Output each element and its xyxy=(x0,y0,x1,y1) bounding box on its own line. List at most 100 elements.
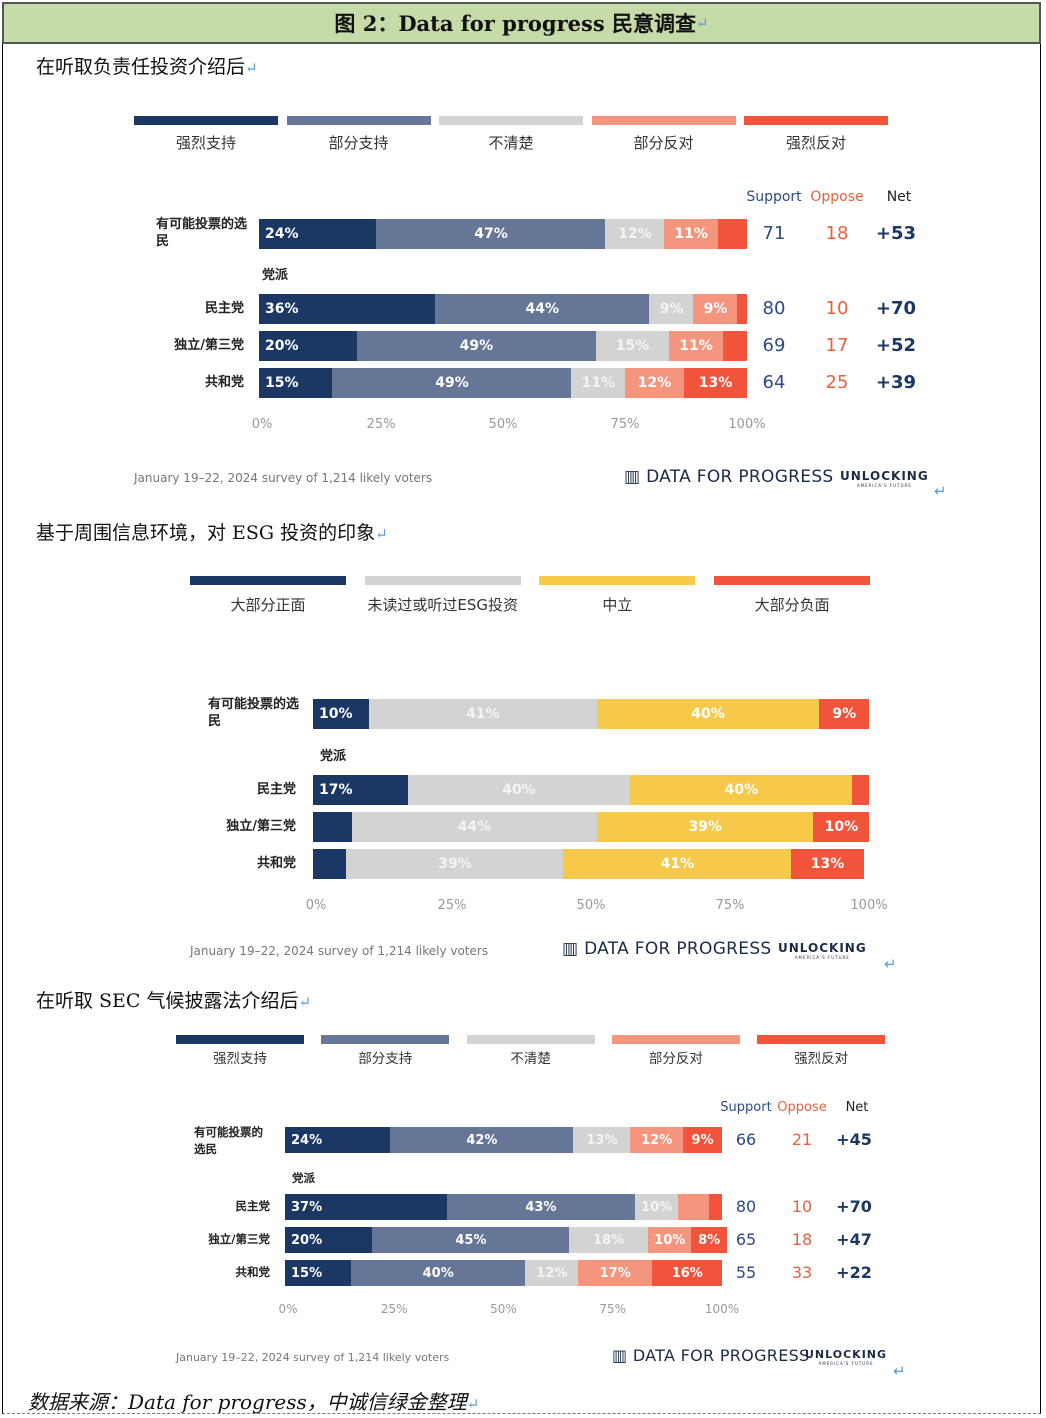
chart1-legend-swatch-5 xyxy=(744,116,888,125)
chart1-legend-label-2: 部分支持 xyxy=(328,134,389,152)
chart3-legend-swatch-2 xyxy=(321,1035,450,1044)
chart1-bar-row4-seg4: 12% xyxy=(625,368,685,398)
chart1-bar-row3-seg2: 49% xyxy=(356,331,597,361)
chart1-row-label-2: 民主党 xyxy=(204,301,244,316)
chart3-brand: ▥ DATA FOR PROGRESS xyxy=(612,1346,810,1365)
chart1-row3-support: 69 xyxy=(762,335,786,356)
chart3-bar-row1-seg3: 13% xyxy=(573,1127,631,1153)
chart2-bar-row2-seg1: 17% xyxy=(313,775,409,805)
chart3-row2-net: +70 xyxy=(836,1197,872,1216)
chart3-legend-swatch-3 xyxy=(466,1035,595,1044)
chart3-bar-row4-seg4: 17% xyxy=(577,1260,653,1286)
figure-header: 图 2：Data for progress 民意调查 ↵ xyxy=(2,2,1041,44)
chart2-bar-row3-seg2: 44% xyxy=(351,812,598,842)
chart1-legend-swatch-3 xyxy=(439,116,583,125)
chart1-logo: UNLOCKING AMERICA'S FUTURE xyxy=(840,469,929,488)
chart3-bar-row3-seg1: 20% xyxy=(285,1227,373,1253)
chart1-row3-net: +52 xyxy=(875,335,917,356)
brand-text: DATA FOR PROGRESS xyxy=(632,1346,810,1365)
chart1-row1-net: +53 xyxy=(875,223,917,244)
chart3-bar-row3-seg2: 45% xyxy=(372,1227,570,1253)
chart3-return-mark: ↵ xyxy=(893,1362,906,1380)
chart2-bar-row1-seg4: 9% xyxy=(818,699,870,729)
chart2-bar-row1-seg3: 40% xyxy=(596,699,820,729)
chart1-x-tick-4: 75% xyxy=(610,417,640,432)
chart2-title: 基于周围信息环境，对 ESG 投资的印象↵ xyxy=(36,522,388,544)
logo-subtitle: AMERICA'S FUTURE xyxy=(794,955,850,960)
chart1-bar-row2-seg5 xyxy=(737,294,748,324)
chart1-x-tick-3: 50% xyxy=(488,417,518,432)
chart2-legend-swatch-4 xyxy=(714,576,871,585)
chart3-bar-row2-seg1: 37% xyxy=(285,1194,448,1220)
chart1-row2-net: +70 xyxy=(875,298,917,319)
chart3-row4-support: 55 xyxy=(735,1263,757,1282)
chart3-legend-label-3: 不清楚 xyxy=(510,1051,551,1067)
chart3-bar-row1-seg1: 24% xyxy=(285,1127,391,1153)
chart2-legend-swatch-2 xyxy=(364,576,521,585)
return-mark: ↵ xyxy=(245,59,258,77)
chart2-bar-row4-seg1 xyxy=(313,849,347,879)
chart1-legend-swatch-2 xyxy=(286,116,431,125)
chart3-bar-row2-seg4 xyxy=(678,1194,710,1220)
chart1-bar-row4-seg2: 49% xyxy=(332,368,572,398)
chart3-row1-support: 66 xyxy=(735,1130,757,1149)
bar-chart-icon: ▥ xyxy=(612,1346,633,1365)
chart1-group-label: 党派 xyxy=(262,268,289,283)
chart1-bar-row3-seg3: 15% xyxy=(595,331,670,361)
chart1-x-tick-5: 100% xyxy=(728,417,766,432)
return-mark: ↵ xyxy=(696,14,709,32)
chart2-row-label-4: 共和党 xyxy=(256,856,296,871)
source-footer: 数据来源：Data for progress，中诚信绿金整理↵ xyxy=(28,1386,479,1415)
chart3-row1-net: +45 xyxy=(836,1130,872,1149)
chart3-row3-oppose: 18 xyxy=(791,1230,813,1249)
chart3-bar-row1-seg5: 9% xyxy=(682,1127,723,1153)
return-mark: ↵ xyxy=(298,993,312,1011)
chart2-logo: UNLOCKING AMERICA'S FUTURE xyxy=(778,941,867,960)
chart3-bar-row4-seg2: 40% xyxy=(350,1260,526,1286)
chart3-bar-row1-seg4: 12% xyxy=(630,1127,684,1153)
chart3-legend-swatch-1 xyxy=(176,1035,304,1044)
chart3-legend-label-1: 强烈支持 xyxy=(213,1051,267,1067)
chart2-bar-row4-seg4: 13% xyxy=(791,849,864,879)
chart3-row3-support: 65 xyxy=(735,1230,757,1249)
chart2-survey-note: January 19–22, 2024 survey of 1,214 like… xyxy=(190,944,489,958)
chart2-legend-label-2: 未读过或听过ESG投资 xyxy=(367,596,518,614)
chart3-legend-label-5: 强烈反对 xyxy=(794,1051,849,1067)
brand-text: DATA FOR PROGRESS xyxy=(646,467,834,487)
chart2-bar-row3-seg3: 39% xyxy=(596,812,814,842)
chart3-group-label: 党派 xyxy=(292,1171,315,1185)
chart1-x-tick-2: 25% xyxy=(366,417,396,432)
source-text: 数据来源：Data for progress，中诚信绿金整理 xyxy=(28,1390,467,1414)
chart2-legend-label-1: 大部分正面 xyxy=(230,596,306,614)
chart3-logo: UNLOCKING AMERICA'S FUTURE xyxy=(805,1348,888,1366)
chart1-row1-support: 71 xyxy=(762,223,786,244)
chart3-row-label-1: 有可能投票的选民 xyxy=(194,1125,263,1156)
chart1-bar-row2-seg2: 44% xyxy=(434,294,650,324)
chart3-x-tick-4: 75% xyxy=(599,1302,627,1316)
chart2-bar-row2-seg4 xyxy=(852,775,870,805)
chart1-brand: ▥ DATA FOR PROGRESS xyxy=(624,467,834,487)
chart1-legend-label-4: 部分反对 xyxy=(633,134,694,152)
chart1-bar-row4-seg5: 13% xyxy=(683,368,748,398)
chart3-row-label-2: 民主党 xyxy=(235,1199,271,1213)
chart3-col-header-oppose: Oppose xyxy=(777,1100,827,1115)
chart2-brand: ▥ DATA FOR PROGRESS xyxy=(562,939,772,959)
chart2-bar-row1-seg1: 10% xyxy=(313,699,370,729)
chart1-bar-row4-seg3: 11% xyxy=(571,368,626,398)
chart1-legend-label-1: 强烈支持 xyxy=(175,134,236,152)
chart1-row4-support: 64 xyxy=(762,372,786,393)
chart1-row-label-3: 独立/第三党 xyxy=(174,338,244,353)
chart2-bar-row1-seg2: 41% xyxy=(368,699,598,729)
logo-subtitle: AMERICA'S FUTURE xyxy=(856,483,912,488)
chart3-row4-net: +22 xyxy=(836,1263,872,1282)
chart2-bar-row2-seg2: 40% xyxy=(407,775,631,805)
chart1-row2-support: 80 xyxy=(762,298,786,319)
chart1-bar-row1-seg3: 12% xyxy=(605,219,665,249)
chart2-x-tick-1: 0% xyxy=(305,898,327,913)
chart1-bar-row2-seg3: 9% xyxy=(649,294,694,324)
chart3-x-tick-1: 0% xyxy=(278,1302,298,1316)
chart1-return-mark: ↵ xyxy=(934,482,947,500)
chart2-bar-row3-seg1 xyxy=(313,812,353,842)
return-mark: ↵ xyxy=(466,1395,480,1413)
